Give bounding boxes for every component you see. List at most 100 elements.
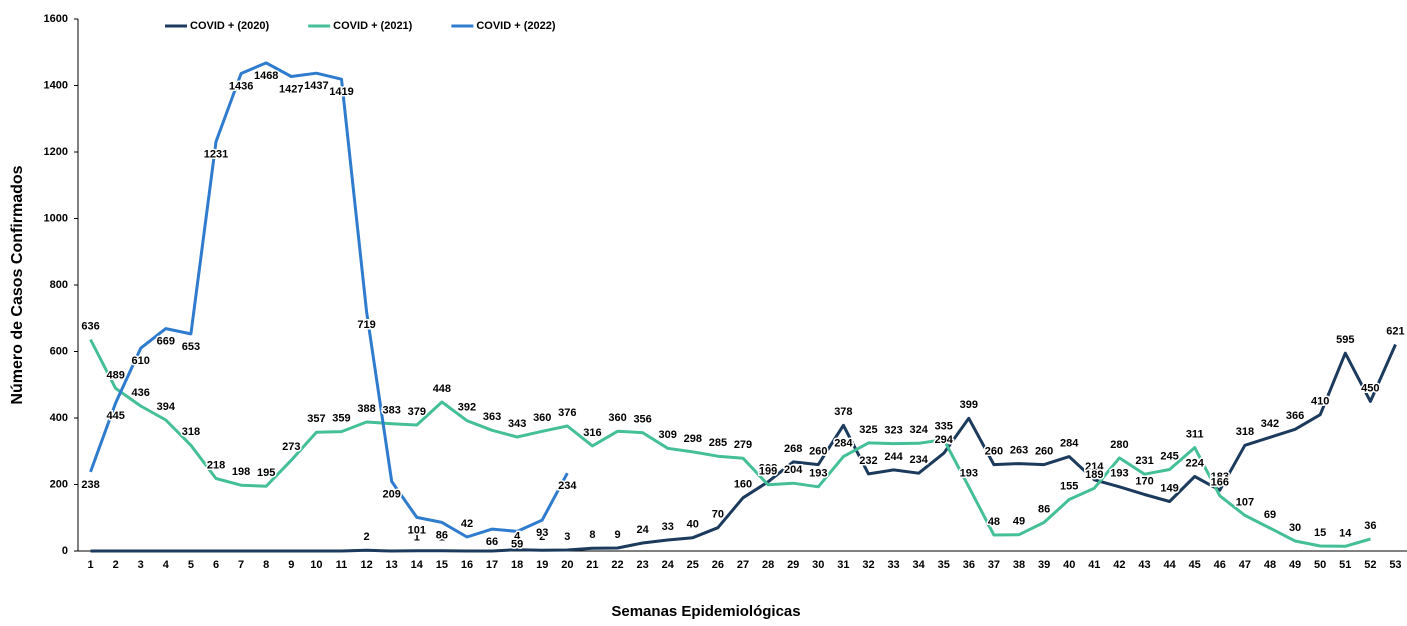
data-label: 1437 [304, 80, 328, 92]
x-tick-label: 22 [611, 559, 623, 571]
data-label: 232 [859, 455, 877, 467]
data-label: 450 [1361, 382, 1379, 394]
x-tick-label: 13 [386, 559, 398, 571]
data-label: 3 [564, 531, 570, 543]
data-label: 101 [408, 524, 426, 536]
data-label: 199 [759, 466, 777, 478]
data-label: 1419 [329, 86, 353, 98]
data-label: 323 [884, 425, 902, 437]
data-label: 14 [1339, 527, 1352, 539]
data-label: 193 [809, 468, 827, 480]
data-label: 366 [1286, 410, 1304, 422]
x-tick-label: 50 [1314, 559, 1326, 571]
x-tick-label: 35 [938, 559, 950, 571]
data-label: 70 [712, 509, 724, 521]
data-label: 263 [1010, 444, 1028, 456]
x-tick-label: 15 [436, 559, 448, 571]
data-label: 595 [1336, 334, 1354, 346]
data-label: 360 [608, 412, 626, 424]
x-tick-label: 16 [461, 559, 473, 571]
x-tick-label: 8 [263, 559, 269, 571]
data-label: 42 [461, 518, 473, 530]
x-tick-label: 3 [138, 559, 144, 571]
data-label: 669 [157, 335, 175, 347]
x-tick-label: 46 [1214, 559, 1226, 571]
x-tick-label: 30 [812, 559, 824, 571]
x-tick-label: 2 [113, 559, 119, 571]
data-label: 193 [960, 468, 978, 480]
data-label: 1436 [229, 80, 253, 92]
x-tick-label: 17 [486, 559, 498, 571]
data-label: 2 [364, 531, 370, 543]
y-tick-label: 200 [50, 478, 68, 490]
data-label: 448 [433, 383, 451, 395]
data-label: 209 [382, 488, 400, 500]
data-label: 193 [1110, 468, 1128, 480]
x-tick-label: 24 [662, 559, 675, 571]
data-label: 195 [257, 467, 275, 479]
data-label: 30 [1289, 522, 1301, 534]
data-label: 268 [784, 443, 802, 455]
data-label: 1427 [279, 83, 303, 95]
series-line [90, 343, 1397, 553]
data-label: 309 [659, 429, 677, 441]
data-label: 49 [1013, 516, 1025, 528]
data-label: 59 [511, 538, 523, 550]
x-tick-label: 20 [561, 559, 573, 571]
data-label: 279 [734, 439, 752, 451]
data-label: 204 [784, 464, 803, 476]
x-tick-label: 34 [913, 559, 926, 571]
data-label: 719 [357, 319, 375, 331]
x-tick-label: 4 [163, 559, 170, 571]
data-label: 183 [1211, 471, 1229, 483]
data-label: 294 [935, 434, 954, 446]
y-tick-label: 800 [50, 279, 68, 291]
data-label: 392 [458, 402, 476, 414]
data-label: 399 [960, 399, 978, 411]
data-label: 2 [539, 531, 545, 543]
x-tick-label: 51 [1339, 559, 1351, 571]
data-label: 318 [182, 426, 200, 438]
data-label: 318 [1236, 426, 1254, 438]
data-label: 621 [1386, 325, 1404, 337]
legend-label: COVID + (2022) [476, 20, 556, 32]
data-label: 324 [909, 424, 928, 436]
data-label: 244 [884, 451, 903, 463]
data-label: 69 [1264, 509, 1276, 521]
data-label: 436 [132, 387, 150, 399]
data-label: 360 [533, 412, 551, 424]
data-label: 1231 [204, 149, 228, 161]
data-label: 4 [514, 531, 521, 543]
data-label: 410 [1311, 396, 1329, 408]
data-label: 93 [536, 527, 548, 539]
data-label: 379 [408, 406, 426, 418]
x-tick-label: 36 [963, 559, 975, 571]
x-tick-label: 14 [411, 559, 424, 571]
data-label: 342 [1261, 418, 1279, 430]
y-tick-label: 1400 [44, 79, 68, 91]
data-label: 189 [1085, 469, 1103, 481]
data-label: 610 [132, 355, 150, 367]
x-tick-label: 42 [1113, 559, 1125, 571]
x-tick-label: 53 [1389, 559, 1401, 571]
data-label: 316 [583, 427, 601, 439]
data-label: 653 [182, 341, 200, 353]
data-label: 260 [1035, 445, 1053, 457]
legend-label: COVID + (2020) [190, 20, 270, 32]
data-label: 33 [662, 521, 674, 533]
y-tick-label: 1000 [44, 212, 68, 224]
data-label: 234 [558, 480, 577, 492]
data-label: 40 [687, 519, 699, 531]
x-tick-label: 1 [87, 559, 93, 571]
data-label: 359 [332, 413, 350, 425]
data-label: 86 [1038, 503, 1050, 515]
x-tick-label: 27 [737, 559, 749, 571]
x-tick-label: 26 [712, 559, 724, 571]
x-tick-label: 44 [1163, 559, 1176, 571]
y-tick-label: 0 [62, 545, 68, 557]
y-tick-label: 1600 [44, 13, 68, 25]
data-label: 273 [282, 441, 300, 453]
data-label: 66 [486, 536, 498, 548]
x-tick-label: 45 [1189, 559, 1201, 571]
y-axis-label: Número de Casos Confirmados [9, 165, 26, 404]
